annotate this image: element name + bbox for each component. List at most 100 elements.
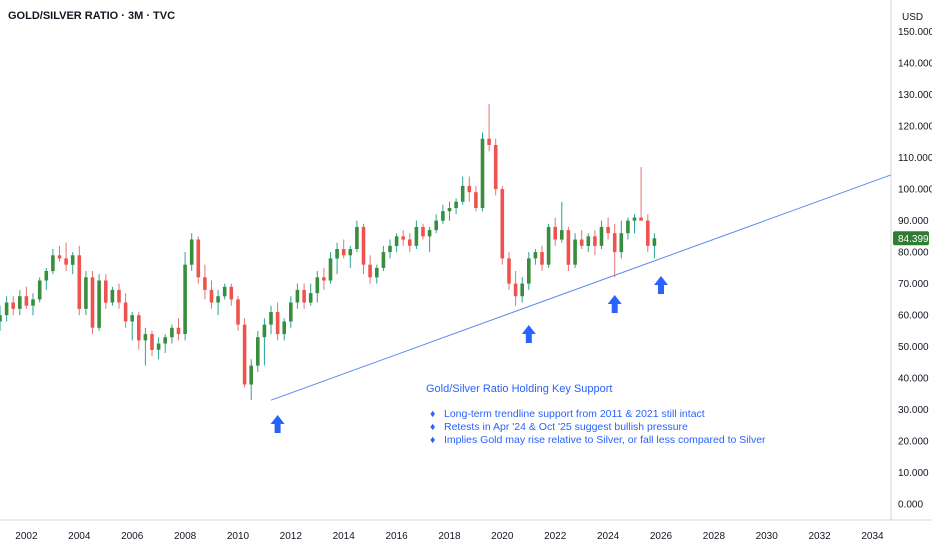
x-tick-label: 2010 [227, 531, 250, 542]
candle-up [632, 217, 637, 221]
candle-up [434, 220, 438, 231]
candle-down [77, 255, 82, 309]
x-tick-label: 2004 [68, 531, 91, 542]
up-arrow-icon [654, 276, 668, 294]
x-tick-label: 2022 [544, 531, 567, 542]
candle-up [31, 299, 35, 306]
candle-down [566, 230, 571, 265]
candle-up [289, 302, 293, 322]
candle-up [388, 245, 392, 253]
candle-up [262, 324, 267, 338]
last-price-tag: 84.399 [893, 231, 929, 246]
x-tick-label: 2014 [333, 531, 356, 542]
y-tick-label: 30.000 [898, 405, 929, 416]
chart-title: GOLD/SILVER RATIO · 3M · TVC [8, 10, 175, 22]
candle-down [64, 258, 68, 265]
candle-up [256, 337, 260, 366]
candle-up [308, 293, 313, 303]
candle-down [302, 289, 306, 303]
y-axis[interactable]: 0.000 10.000 20.000 30.000 40.000 50.000 60.00… [898, 27, 932, 511]
candle-down [368, 264, 372, 278]
candle-down [421, 226, 425, 237]
candle-down [123, 302, 128, 322]
candle-up [586, 236, 591, 246]
candle-up [454, 201, 458, 208]
candle-up [520, 283, 524, 297]
trendline[interactable] [270, 174, 892, 401]
candle-down [11, 302, 15, 309]
candle-down [553, 226, 557, 240]
annotation-bullet: Retests in Apr '24 & Oct '25 suggest bul… [444, 421, 688, 433]
candle-up [599, 226, 604, 246]
candle-up [156, 343, 161, 350]
candle-down [493, 145, 498, 190]
x-axis[interactable]: 2002 2004 2006 2008 2010 2012 2014 2016 2018 2020… [15, 531, 884, 542]
candle-down [612, 233, 617, 253]
candle-up [375, 267, 379, 278]
y-tick-label: 130.000 [898, 90, 932, 101]
candle-down [487, 138, 491, 145]
candle-up [216, 296, 220, 303]
candle-up [44, 271, 49, 281]
x-tick-label: 2030 [756, 531, 779, 542]
x-tick-label: 2002 [15, 531, 38, 542]
y-tick-label: 90.000 [898, 216, 929, 227]
candles-layer [0, 104, 657, 401]
candle-up [460, 185, 465, 202]
annotation-bullet: Implies Gold may rise relative to Silver… [444, 434, 766, 446]
up-arrow-icon [607, 295, 622, 313]
y-tick-label: 60.000 [898, 311, 929, 322]
candle-up [110, 289, 115, 303]
candle-down [500, 189, 505, 259]
x-tick-label: 2016 [385, 531, 408, 542]
candle-up [348, 249, 353, 256]
candle-down [24, 296, 29, 306]
candle-up [4, 302, 9, 316]
candle-up [573, 239, 577, 265]
candle-up [315, 277, 320, 294]
candle-up [282, 321, 286, 335]
x-tick-label: 2032 [808, 531, 831, 542]
candle-up [130, 315, 134, 322]
x-tick-label: 2018 [438, 531, 461, 542]
candle-up [619, 233, 624, 253]
candle-down [474, 192, 478, 208]
y-tick-label: 110.000 [898, 153, 932, 164]
x-tick-label: 2034 [861, 531, 884, 542]
last-price-value: 84.399 [898, 234, 929, 245]
candle-down [203, 277, 207, 290]
y-tick-label: 120.000 [898, 122, 932, 133]
y-tick-label: 150.000 [898, 27, 932, 38]
candle-up [18, 296, 22, 309]
candle-down [117, 289, 121, 303]
y-tick-label: 100.000 [898, 185, 932, 196]
candle-up [170, 327, 174, 338]
candle-down [408, 239, 412, 246]
candle-up [295, 289, 300, 303]
up-arrow-icon [521, 325, 536, 343]
candle-up [355, 226, 359, 249]
candle-down [242, 324, 247, 385]
candle-down [341, 249, 346, 256]
x-tick-label: 2008 [174, 531, 197, 542]
currency-label[interactable]: USD [902, 12, 923, 23]
candle-up [143, 334, 148, 341]
candle-down [401, 236, 405, 240]
annotation-bullet: Long-term trendline support from 2011 & … [444, 408, 705, 420]
candle-up [84, 277, 88, 309]
bullet-diamond-icon: ♦ [430, 434, 436, 446]
candle-down [646, 220, 650, 246]
x-tick-label: 2026 [650, 531, 673, 542]
y-tick-label: 50.000 [898, 342, 929, 353]
candle-up [189, 239, 194, 265]
candle-up [97, 280, 101, 328]
candle-up [527, 258, 531, 284]
candle-down [137, 315, 141, 341]
candle-down [513, 283, 518, 297]
candle-up [560, 230, 564, 240]
x-tick-label: 2012 [280, 531, 303, 542]
bullet-diamond-icon: ♦ [430, 408, 436, 420]
candle-up [269, 312, 273, 325]
y-tick-label: 20.000 [898, 437, 929, 448]
